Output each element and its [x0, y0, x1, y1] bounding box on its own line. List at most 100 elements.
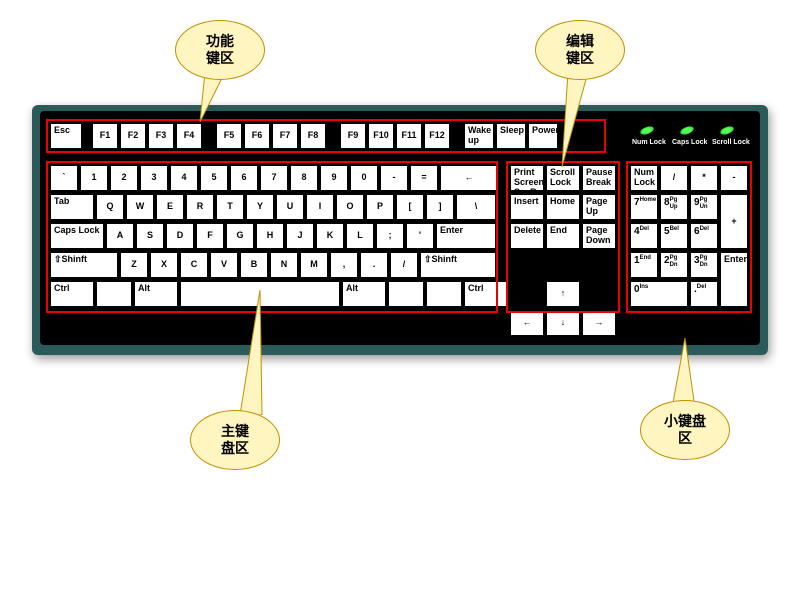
edit-key: Pause Break: [582, 165, 616, 191]
main-key: [: [396, 194, 424, 220]
main-key: F: [196, 223, 224, 249]
arrow-up-key: ↑: [546, 281, 580, 307]
main-key: -: [380, 165, 408, 191]
esc-key: Esc: [50, 123, 82, 149]
main-key: Y: [246, 194, 274, 220]
f-key: F7: [272, 123, 298, 149]
numpad-key: /: [660, 165, 688, 191]
main-key: O: [336, 194, 364, 220]
edit-key: Delete: [510, 223, 544, 249]
bottom-key: Ctrl: [464, 281, 508, 307]
main-key: 9: [320, 165, 348, 191]
callout-main: 主键 盘区: [190, 410, 280, 470]
bottom-key: Ctrl: [50, 281, 94, 307]
main-key: ←: [440, 165, 498, 191]
edit-key: Home: [546, 194, 580, 220]
numpad-key: 7Home: [630, 194, 658, 220]
led-label: Caps Lock: [672, 139, 707, 146]
bottom-key: Alt: [342, 281, 386, 307]
numpad-key: 6Del: [690, 223, 718, 249]
callout-function: 功能 键区: [175, 20, 265, 80]
f-key: F4: [176, 123, 202, 149]
numpad-key: 1End: [630, 252, 658, 278]
main-key: N: [270, 252, 298, 278]
capslock-key: Caps Lock: [50, 223, 104, 249]
main-key: 2: [110, 165, 138, 191]
f-key: F6: [244, 123, 270, 149]
f-key: F1: [92, 123, 118, 149]
led-label: Scroll Lock: [712, 139, 750, 146]
callout-edit-tail: [560, 72, 600, 167]
edit-key: End: [546, 223, 580, 249]
led-indicator: [679, 125, 695, 136]
numpad-key: 3Pg Dn: [690, 252, 718, 278]
bottom-key: [96, 281, 132, 307]
led-label: Num Lock: [632, 139, 666, 146]
led-indicator: [639, 125, 655, 136]
f-key: F2: [120, 123, 146, 149]
main-key: ,: [330, 252, 358, 278]
sys-key: Sleep: [496, 123, 526, 149]
main-key: U: [276, 194, 304, 220]
edit-key: Scroll Lock: [546, 165, 580, 191]
main-key: `: [50, 165, 78, 191]
main-key: ]: [426, 194, 454, 220]
main-key: Z: [120, 252, 148, 278]
main-key: 5: [200, 165, 228, 191]
main-key: X: [150, 252, 178, 278]
main-key: 6: [230, 165, 258, 191]
main-key: W: [126, 194, 154, 220]
arrow-down-key: ↓: [546, 310, 580, 336]
main-key: P: [366, 194, 394, 220]
main-key: =: [410, 165, 438, 191]
main-key: 1: [80, 165, 108, 191]
main-key: A: [106, 223, 134, 249]
main-key: Q: [96, 194, 124, 220]
sys-key: Wake up: [464, 123, 494, 149]
bottom-key: Alt: [134, 281, 178, 307]
numpad-key: Num Lock: [630, 165, 658, 191]
callout-numpad-tail: [670, 338, 710, 408]
backslash-key: \: [456, 194, 496, 220]
enter-key: Enter: [436, 223, 496, 249]
f-key: F10: [368, 123, 394, 149]
numpad-key: 8Pg Up: [660, 194, 688, 220]
f-key: F3: [148, 123, 174, 149]
keyboard-surface: EscF1F2F3F4F5F6F7F8F9F10F11F12Wake upSle…: [40, 111, 760, 345]
numpad-plus-key: +: [720, 194, 748, 249]
main-key: H: [256, 223, 284, 249]
f-key: F11: [396, 123, 422, 149]
callout-numpad: 小键盘 区: [640, 400, 730, 460]
numpad-zero-key: 0Ins: [630, 281, 688, 307]
sys-key: Power: [528, 123, 558, 149]
edit-key: Page Down: [582, 223, 616, 249]
main-key: 4: [170, 165, 198, 191]
numpad-key: 9Pg Un: [690, 194, 718, 220]
callout-edit: 编辑 键区: [535, 20, 625, 80]
edit-key: Insert: [510, 194, 544, 220]
main-key: .: [360, 252, 388, 278]
main-key: B: [240, 252, 268, 278]
numpad-key: 2Pg Dn: [660, 252, 688, 278]
main-key: I: [306, 194, 334, 220]
f-key: F12: [424, 123, 450, 149]
main-key: M: [300, 252, 328, 278]
arrow-left-key: ←: [510, 310, 544, 336]
shift-key: ⇧Shinft: [420, 252, 496, 278]
main-key: 3: [140, 165, 168, 191]
main-key: L: [346, 223, 374, 249]
main-key: G: [226, 223, 254, 249]
main-key: D: [166, 223, 194, 249]
main-key: T: [216, 194, 244, 220]
edit-key: Print Screen SysRq: [510, 165, 544, 191]
numpad-key: -: [720, 165, 748, 191]
bottom-key: [426, 281, 462, 307]
main-key: ': [406, 223, 434, 249]
numpad-key: *: [690, 165, 718, 191]
main-key: E: [156, 194, 184, 220]
callout-main-tail: [240, 290, 280, 415]
numpad-key: 5Bel: [660, 223, 688, 249]
numpad-key: .Del: [690, 281, 718, 307]
main-key: 7: [260, 165, 288, 191]
arrow-right-key: →: [582, 310, 616, 336]
